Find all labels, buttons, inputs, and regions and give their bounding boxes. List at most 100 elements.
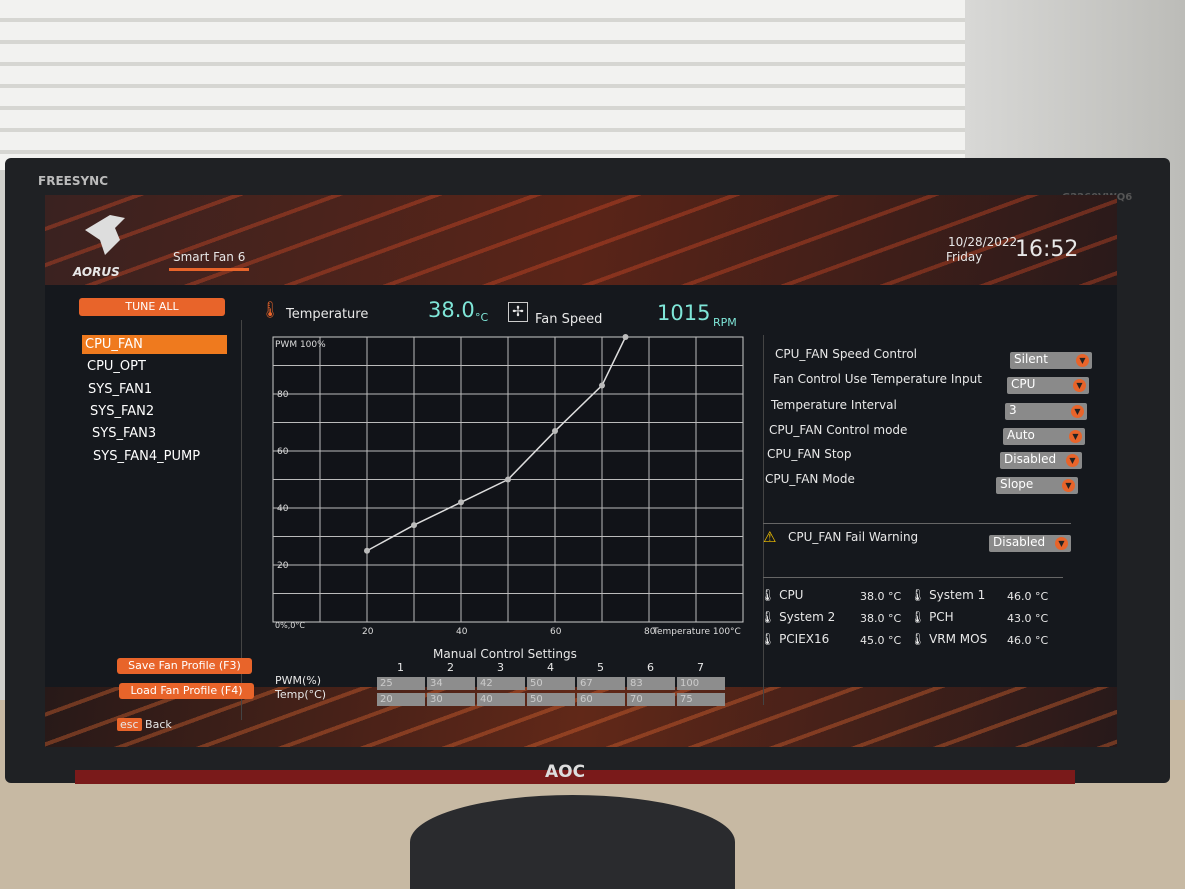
fan-speed-unit: RPM	[713, 316, 737, 329]
setting-dropdown[interactable]: CPU ▼	[1007, 377, 1089, 394]
column-header: 6	[647, 661, 654, 674]
temp-input[interactable]: 75	[677, 693, 725, 706]
monitor-lip	[75, 770, 1075, 784]
setting-dropdown[interactable]: Disabled ▼	[1000, 452, 1082, 469]
pwm-input[interactable]: 34	[427, 677, 475, 690]
fan-cpu-fan[interactable]: CPU_FAN	[82, 335, 227, 354]
tab-smart-fan-6[interactable]: Smart Fan 6	[169, 250, 250, 271]
sensor-value: 45.0 °C	[860, 634, 902, 647]
fan-cpu-opt[interactable]: CPU_OPT	[87, 359, 146, 374]
temperature-label: Temperature	[286, 307, 369, 322]
fan-sys-fan2[interactable]: SYS_FAN2	[90, 404, 155, 419]
esc-back-button[interactable]: esc Back	[117, 718, 172, 731]
fail-warning-dropdown[interactable]: Disabled ▼	[989, 535, 1071, 552]
fan-sys-fan4-pump[interactable]: SYS_FAN4_PUMP	[93, 449, 201, 464]
curve-point[interactable]	[364, 547, 370, 554]
temperature-value: 38.0	[428, 298, 475, 322]
fail-warning-label: CPU_FAN Fail Warning	[788, 530, 919, 544]
temp-sensor: 🌡 VRM MOS	[910, 632, 987, 646]
temp-input[interactable]: 60	[577, 693, 625, 706]
setting-value: Disabled	[1004, 452, 1057, 466]
curve-point[interactable]	[411, 522, 417, 529]
warning-icon: ⚠	[763, 528, 777, 546]
clock: 16:52	[1015, 237, 1079, 262]
setting-label: Temperature Interval	[771, 398, 897, 412]
setting-dropdown[interactable]: Auto ▼	[1003, 428, 1085, 445]
fail-warning-value: Disabled	[993, 535, 1046, 549]
sensor-name: VRM MOS	[929, 632, 988, 646]
esc-key: esc	[117, 718, 142, 731]
setting-dropdown[interactable]: Slope ▼	[996, 477, 1078, 494]
pwm-row-label: PWM(%)	[275, 674, 322, 687]
setting-label: CPU_FAN Speed Control	[775, 347, 918, 361]
setting-value: CPU	[1011, 377, 1036, 391]
fan-curve-chart[interactable]: 20 40 60 80 20 40 60 80 PWM 100% Temperature 100°…	[255, 330, 755, 650]
sensor-name: System 1	[929, 588, 986, 602]
column-header: 4	[547, 661, 554, 674]
aorus-logo: AORUS	[73, 265, 120, 279]
thermometer-icon: 🌡	[760, 610, 776, 624]
divider	[763, 577, 1063, 578]
save-fan-profile-button[interactable]: Save Fan Profile (F3)	[117, 658, 252, 674]
temp-input[interactable]: 30	[427, 693, 475, 706]
thermometer-icon: 🌡	[910, 588, 926, 602]
chevron-down-icon: ▼	[1066, 454, 1079, 467]
freesync-badge: FREESYNC	[38, 174, 109, 188]
sensor-name: CPU	[779, 588, 804, 602]
curve-point[interactable]	[622, 334, 629, 340]
setting-dropdown[interactable]: 3 ▼	[1005, 403, 1087, 420]
column-header: 3	[497, 661, 504, 674]
x-axis-label: Temperature 100°C	[652, 627, 741, 637]
aorus-eagle-icon	[80, 210, 130, 260]
y-tick-label: 40	[277, 504, 289, 514]
sensor-value: 46.0 °C	[1007, 634, 1049, 647]
y-tick-label: 20	[277, 561, 289, 571]
y-tick-label: 60	[277, 447, 289, 457]
chevron-down-icon: ▼	[1073, 379, 1086, 392]
sensor-name: System 2	[779, 610, 836, 624]
temp-input[interactable]: 40	[477, 693, 525, 706]
setting-value: Silent	[1014, 352, 1048, 366]
chevron-down-icon: ▼	[1076, 354, 1089, 367]
curve-point[interactable]	[458, 499, 464, 506]
curve-point[interactable]	[505, 476, 511, 483]
pwm-input[interactable]: 25	[377, 677, 425, 690]
pwm-input[interactable]: 67	[577, 677, 625, 690]
temp-sensor: 🌡 CPU	[760, 588, 803, 602]
fan-sys-fan3[interactable]: SYS_FAN3	[92, 426, 157, 441]
bios-screen: AORUS Smart Fan 6 10/28/2022 Friday 16:5…	[45, 195, 1117, 747]
tune-all-button[interactable]: TUNE ALL	[79, 298, 225, 316]
temp-input[interactable]: 70	[627, 693, 675, 706]
curve-point[interactable]	[552, 428, 558, 435]
thermometer-icon: 🌡	[760, 588, 776, 602]
sensor-value: 46.0 °C	[1007, 590, 1049, 603]
column-header: 2	[447, 661, 454, 674]
curve-point[interactable]	[599, 382, 605, 389]
setting-value: 3	[1009, 403, 1017, 417]
x-tick-label: 20	[362, 627, 374, 637]
pwm-input[interactable]: 50	[527, 677, 575, 690]
sensor-value: 43.0 °C	[1007, 612, 1049, 625]
pwm-input[interactable]: 100	[677, 677, 725, 690]
temp-input[interactable]: 20	[377, 693, 425, 706]
load-fan-profile-button[interactable]: Load Fan Profile (F4)	[119, 683, 254, 699]
sensor-value: 38.0 °C	[860, 612, 902, 625]
y-tick-label: 80	[277, 390, 289, 400]
fan-speed-value: 1015	[657, 301, 711, 325]
fan-sys-fan1[interactable]: SYS_FAN1	[88, 382, 153, 397]
thermometer-icon: 🌡	[260, 300, 281, 319]
temp-input[interactable]: 50	[527, 693, 575, 706]
right-divider	[763, 335, 764, 705]
pwm-input[interactable]: 42	[477, 677, 525, 690]
setting-label: CPU_FAN Mode	[765, 472, 855, 486]
thermometer-icon: 🌡	[760, 632, 776, 646]
setting-value: Auto	[1007, 428, 1035, 442]
origin-label: 0%,0°C	[275, 621, 305, 630]
chevron-down-icon: ▼	[1055, 537, 1068, 550]
chevron-down-icon: ▼	[1062, 479, 1075, 492]
pwm-input[interactable]: 83	[627, 677, 675, 690]
temp-sensor: 🌡 PCH	[910, 610, 954, 624]
x-tick-label: 40	[456, 627, 468, 637]
setting-dropdown[interactable]: Silent ▼	[1010, 352, 1092, 369]
monitor-stand	[410, 795, 735, 889]
